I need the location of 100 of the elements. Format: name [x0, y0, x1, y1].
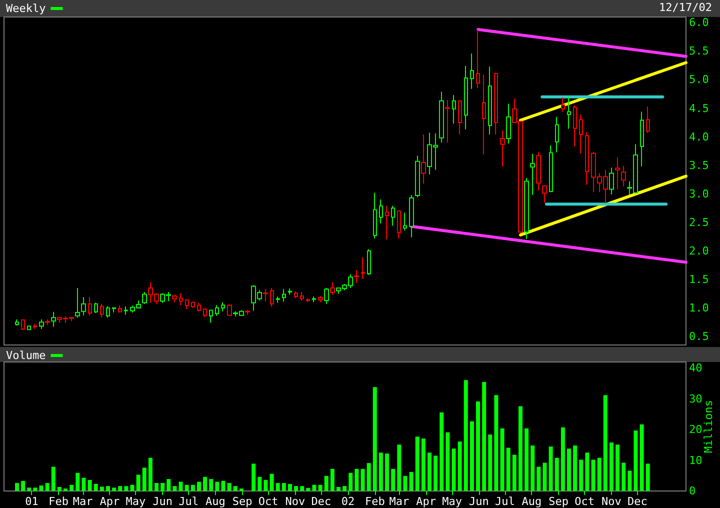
bar — [482, 382, 486, 491]
bar — [585, 452, 590, 491]
candlestick — [640, 111, 644, 167]
bar — [560, 427, 565, 491]
candlestick — [221, 302, 225, 312]
bar — [476, 401, 480, 491]
bar — [178, 482, 183, 491]
x-tick-label: May — [442, 495, 462, 508]
bar — [597, 458, 602, 491]
bar — [622, 462, 626, 491]
candlestick — [215, 304, 219, 316]
bar — [106, 486, 110, 491]
bar — [154, 483, 159, 491]
legend-label: Volume — [6, 349, 46, 362]
bar — [494, 395, 498, 491]
x-tick-label: Mar — [389, 495, 410, 508]
y-tick-label: 1.5 — [689, 272, 709, 286]
bar — [82, 478, 86, 491]
candlestick — [88, 296, 92, 316]
bar — [306, 488, 310, 491]
candlestick — [191, 302, 195, 308]
bar — [233, 486, 238, 491]
bar — [45, 483, 50, 491]
bar — [124, 486, 128, 491]
bar — [252, 464, 256, 491]
candlestick — [403, 212, 407, 231]
bar — [409, 472, 414, 491]
y-tick-label: 10 — [689, 454, 702, 467]
bar — [548, 446, 553, 491]
candlestick — [203, 308, 207, 318]
bar — [536, 466, 541, 491]
bar — [39, 485, 44, 491]
bar — [318, 484, 322, 491]
candlestick — [300, 291, 304, 302]
candlestick — [306, 298, 310, 303]
x-tick-label: Aug — [206, 495, 226, 508]
bar — [215, 482, 220, 491]
candlestick — [494, 72, 498, 136]
candlestick — [567, 96, 571, 130]
y-tick-label: 40 — [689, 362, 702, 375]
bar — [88, 480, 92, 491]
bar — [616, 444, 620, 491]
bar — [221, 480, 226, 491]
candlestick — [75, 287, 80, 318]
bar — [360, 468, 365, 491]
bar — [330, 468, 334, 491]
candlestick — [470, 53, 474, 90]
bar — [470, 421, 474, 491]
bar — [112, 488, 116, 491]
y-tick-label: 1.0 — [689, 301, 709, 314]
candlestick — [361, 256, 365, 280]
bar — [506, 448, 510, 491]
bar — [554, 458, 559, 491]
x-tick-label: Jun — [152, 495, 173, 508]
bar — [166, 479, 171, 491]
y-tick-label: 4.0 — [689, 130, 709, 144]
bar — [421, 438, 426, 491]
bar — [640, 424, 644, 491]
candlestick — [476, 29, 480, 89]
x-tick-label: Sep — [548, 495, 569, 508]
y-tick-label: 20 — [689, 423, 702, 436]
candlestick — [33, 323, 37, 330]
candlestick — [209, 310, 213, 324]
candlestick — [542, 185, 547, 204]
bar — [342, 486, 347, 491]
bar — [403, 476, 408, 491]
bar — [524, 428, 529, 491]
candlestick — [21, 319, 25, 331]
candlestick — [621, 165, 626, 187]
bar — [372, 387, 377, 491]
bar — [136, 474, 140, 491]
y-tick-label: 3.0 — [689, 187, 709, 200]
x-tick-label: 01 — [25, 495, 38, 508]
bar — [27, 488, 32, 491]
bar — [160, 483, 165, 491]
bar — [427, 452, 432, 491]
bar — [15, 483, 19, 491]
candlestick — [124, 306, 128, 316]
bar — [196, 482, 201, 491]
candlestick — [270, 287, 274, 308]
x-tick-label: Feb — [364, 495, 385, 508]
candlestick — [373, 192, 377, 239]
candlestick — [276, 296, 280, 304]
y-tick-label: 0 — [689, 484, 696, 498]
bar — [452, 448, 456, 491]
bar — [288, 484, 292, 491]
bar — [348, 472, 353, 491]
y-tick-label: 5.0 — [689, 73, 709, 86]
bar — [609, 442, 614, 491]
candlestick — [458, 100, 462, 136]
candlestick — [409, 194, 414, 238]
bar — [603, 395, 608, 491]
bar — [118, 486, 122, 491]
x-tick-label: Oct — [258, 495, 278, 508]
bar — [573, 446, 578, 491]
bar — [336, 487, 340, 491]
y-tick-label: 6.0 — [689, 16, 709, 30]
x-tick-label: 02 — [341, 495, 355, 508]
candlestick — [15, 318, 19, 326]
bar — [172, 486, 177, 491]
